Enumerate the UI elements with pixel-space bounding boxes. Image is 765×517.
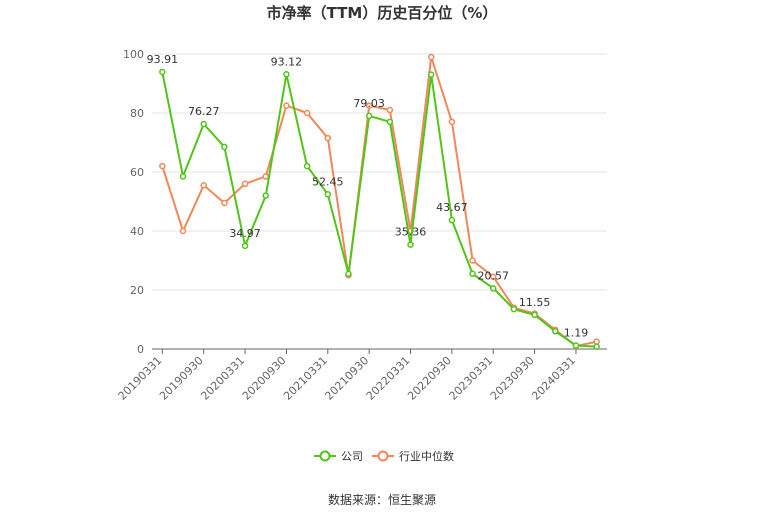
data-point[interactable] <box>262 192 269 199</box>
data-point[interactable] <box>221 199 228 207</box>
data-point[interactable] <box>448 216 456 224</box>
x-tick-label: 20230331 <box>447 354 496 403</box>
x-tick-label: 20200930 <box>240 354 289 403</box>
data-label: 79.03 <box>353 97 385 110</box>
data-source: 数据来源：恒生聚源 <box>328 492 436 507</box>
plot-area: 93.91 76.27 34.97 93.12 52.45 79.03 35.36 43.67… <box>147 53 600 350</box>
data-point[interactable] <box>159 162 166 170</box>
data-point[interactable] <box>324 134 332 142</box>
data-point[interactable] <box>262 173 269 180</box>
data-point[interactable] <box>552 328 559 335</box>
legend: 公司 行业中位数 <box>314 449 454 463</box>
data-point[interactable] <box>469 257 476 264</box>
data-labels: 93.91 76.27 34.97 93.12 52.45 79.03 35.36 43.67… <box>147 53 589 340</box>
series-line <box>161 71 597 348</box>
legend-marker-industry-median <box>377 450 389 462</box>
legend-item-industry-median[interactable]: 行业中位数 <box>372 449 454 463</box>
x-tick-label: 20220930 <box>405 354 454 403</box>
x-tick-label: 20220331 <box>364 354 413 403</box>
data-point[interactable] <box>283 71 290 78</box>
data-point[interactable] <box>179 173 187 180</box>
y-tick-label: 20 <box>130 284 144 297</box>
data-point[interactable] <box>221 143 228 151</box>
y-axis: 0 20 40 60 80 100 <box>123 48 144 356</box>
x-tick-label: 20240331 <box>529 354 578 403</box>
x-tick-label: 20210331 <box>281 354 330 403</box>
data-point[interactable] <box>407 241 414 248</box>
data-point[interactable] <box>448 118 456 126</box>
data-point[interactable] <box>241 180 249 188</box>
series-company <box>159 68 600 350</box>
data-label: 52.45 <box>312 175 344 188</box>
data-point[interactable] <box>200 120 207 128</box>
x-tick-label: 20230930 <box>488 354 537 403</box>
data-point[interactable] <box>303 109 311 117</box>
y-tick-label: 80 <box>130 107 144 120</box>
y-tick-label: 100 <box>123 48 144 61</box>
y-tick-label: 60 <box>130 166 144 179</box>
data-label: 11.55 <box>519 296 551 309</box>
legend-marker-company <box>319 450 331 462</box>
data-point[interactable] <box>531 311 538 319</box>
data-point[interactable] <box>179 227 187 235</box>
data-label: 93.12 <box>271 55 303 68</box>
legend-item-company[interactable]: 公司 <box>314 450 363 463</box>
data-point[interactable] <box>365 102 373 109</box>
grid <box>152 53 607 291</box>
data-point[interactable] <box>386 106 394 114</box>
data-label: 35.36 <box>395 226 427 239</box>
data-point[interactable] <box>345 270 352 278</box>
data-point[interactable] <box>386 118 394 126</box>
data-point[interactable] <box>593 338 600 345</box>
x-tick-label: 20200331 <box>198 354 247 403</box>
chart-title: 市净率（TTM）历史百分位（%） <box>267 4 498 22</box>
data-label: 76.27 <box>188 105 220 118</box>
x-tick-label: 20210930 <box>322 354 371 403</box>
x-tick-label: 20190331 <box>116 354 165 403</box>
data-label: 1.19 <box>564 326 589 339</box>
y-tick-label: 40 <box>130 225 144 238</box>
x-axis: 2019033120190930202003312020093020210331… <box>116 348 607 403</box>
data-point[interactable] <box>159 68 166 76</box>
legend-label-industry-median: 行业中位数 <box>399 449 454 463</box>
data-point[interactable] <box>469 270 476 278</box>
data-label: 34.97 <box>229 227 261 240</box>
data-point[interactable] <box>365 112 373 120</box>
data-point[interactable] <box>427 71 435 78</box>
data-point[interactable] <box>324 191 332 198</box>
data-point[interactable] <box>241 242 249 250</box>
legend-label-company: 公司 <box>341 450 363 463</box>
data-label: 43.67 <box>436 201 468 214</box>
x-tick-label: 20190930 <box>157 354 206 403</box>
data-point[interactable] <box>427 53 435 61</box>
data-point[interactable] <box>572 342 580 349</box>
data-point[interactable] <box>490 285 497 292</box>
data-point[interactable] <box>490 273 497 280</box>
data-point[interactable] <box>200 182 207 189</box>
data-point[interactable] <box>303 162 311 170</box>
y-tick-label: 0 <box>137 343 144 356</box>
data-point[interactable] <box>283 102 290 109</box>
data-label: 20.57 <box>478 269 510 282</box>
data-point[interactable] <box>510 305 518 313</box>
data-point[interactable] <box>593 343 600 350</box>
data-label: 93.91 <box>147 53 179 66</box>
